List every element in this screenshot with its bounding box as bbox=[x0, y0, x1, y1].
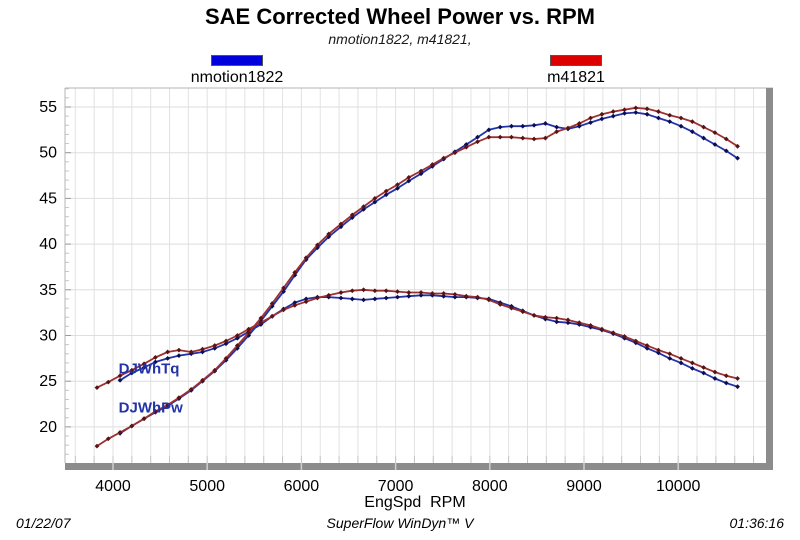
y-tick-label: 55 bbox=[39, 99, 57, 116]
x-tick-label: 8000 bbox=[472, 478, 508, 495]
x-tick-label: 5000 bbox=[189, 478, 225, 495]
y-tick-label: 20 bbox=[39, 419, 57, 436]
legend-label: m41821 bbox=[547, 69, 605, 86]
series-m41821-djwhpw bbox=[94, 105, 740, 449]
legend-item-nmotion1822: nmotion1822 bbox=[157, 55, 317, 87]
x-axis-label: EngSpd RPM bbox=[364, 494, 466, 511]
chart-subtitle: nmotion1822, m41821, bbox=[328, 31, 472, 47]
curve-label-djwhpw: DJWhPw bbox=[119, 400, 184, 417]
y-tick-label: 30 bbox=[39, 328, 57, 345]
series-m41821-djwhtq bbox=[94, 287, 740, 390]
x-tick-label: 4000 bbox=[95, 478, 131, 495]
footer-date: 01/22/07 bbox=[16, 515, 71, 531]
x-tick-label: 7000 bbox=[378, 478, 414, 495]
legend-item-m41821: m41821 bbox=[496, 55, 656, 87]
curve-label-djwhtq: DJWhTq bbox=[119, 360, 180, 377]
y-tick-label: 45 bbox=[39, 190, 57, 207]
legend-label: nmotion1822 bbox=[190, 69, 284, 86]
legend-swatch-red bbox=[550, 55, 602, 66]
series-nmotion1822-djwhpw bbox=[117, 110, 740, 436]
plot-frame bbox=[64, 87, 773, 470]
axis-ticks bbox=[65, 88, 755, 463]
y-tick-label: 35 bbox=[39, 282, 57, 299]
y-tick-label: 50 bbox=[39, 145, 57, 162]
y-tick-label: 25 bbox=[39, 373, 57, 390]
footer-time: 01:36:16 bbox=[729, 515, 785, 531]
x-tick-label: 10000 bbox=[656, 478, 701, 495]
y-tick-label: 40 bbox=[39, 236, 57, 253]
legend-swatch-blue bbox=[211, 55, 263, 66]
x-tick-label: 6000 bbox=[284, 478, 320, 495]
grid bbox=[65, 88, 766, 463]
chart-title: SAE Corrected Wheel Power vs. RPM bbox=[205, 4, 595, 29]
x-tick-label: 9000 bbox=[566, 478, 602, 495]
footer-app-name: SuperFlow WinDyn™ V bbox=[326, 515, 474, 531]
